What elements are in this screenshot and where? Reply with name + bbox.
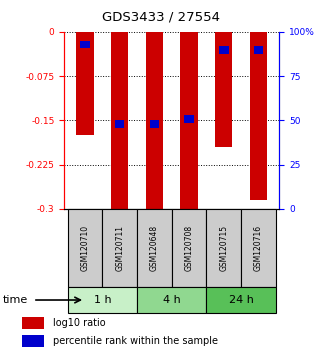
FancyBboxPatch shape	[137, 209, 172, 287]
Text: time: time	[3, 295, 29, 305]
Bar	[76, 32, 94, 135]
Text: GSM120708: GSM120708	[185, 225, 194, 271]
Bar	[115, 120, 125, 128]
Bar	[150, 120, 159, 128]
FancyBboxPatch shape	[22, 335, 44, 347]
Bar	[254, 46, 263, 54]
Bar	[184, 115, 194, 123]
Text: log10 ratio: log10 ratio	[53, 318, 106, 328]
Text: percentile rank within the sample: percentile rank within the sample	[53, 336, 218, 346]
Text: 24 h: 24 h	[229, 295, 254, 305]
Bar	[80, 41, 90, 48]
Bar	[111, 32, 128, 212]
Text: 4 h: 4 h	[163, 295, 181, 305]
FancyBboxPatch shape	[241, 209, 276, 287]
Text: GDS3433 / 27554: GDS3433 / 27554	[101, 11, 220, 24]
FancyBboxPatch shape	[172, 209, 206, 287]
FancyBboxPatch shape	[102, 209, 137, 287]
Text: GSM120716: GSM120716	[254, 225, 263, 271]
Text: GSM120648: GSM120648	[150, 225, 159, 271]
Bar	[250, 32, 267, 200]
Text: GSM120715: GSM120715	[219, 225, 228, 271]
Bar	[180, 32, 198, 212]
Bar	[215, 32, 232, 147]
FancyBboxPatch shape	[137, 287, 206, 313]
Text: GSM120710: GSM120710	[81, 225, 90, 271]
Text: 1 h: 1 h	[93, 295, 111, 305]
Bar	[219, 46, 229, 54]
FancyBboxPatch shape	[22, 317, 44, 329]
Bar	[146, 32, 163, 212]
FancyBboxPatch shape	[206, 209, 241, 287]
FancyBboxPatch shape	[68, 209, 102, 287]
FancyBboxPatch shape	[206, 287, 276, 313]
FancyBboxPatch shape	[68, 287, 137, 313]
Text: GSM120711: GSM120711	[115, 225, 124, 271]
